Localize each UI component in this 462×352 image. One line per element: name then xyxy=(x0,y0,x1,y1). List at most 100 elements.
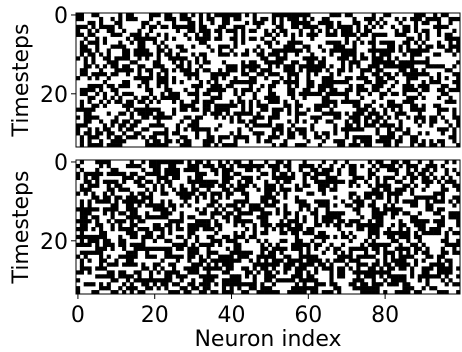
spike-cell xyxy=(168,203,173,208)
spike-cell xyxy=(271,36,276,41)
spike-cell xyxy=(394,199,399,204)
spike-cell xyxy=(367,175,372,180)
spike-cell xyxy=(156,119,161,124)
spike-cell xyxy=(141,234,146,240)
spike-cell xyxy=(340,211,346,216)
spike-cell xyxy=(302,119,307,124)
spike-cell xyxy=(314,282,319,287)
spike-cell xyxy=(452,215,457,220)
spike-cell xyxy=(287,179,292,184)
spike-cell xyxy=(390,191,396,196)
spike-cell xyxy=(141,127,146,132)
spike-cell xyxy=(125,203,131,208)
spike-cell xyxy=(268,211,273,216)
spike-cell xyxy=(364,195,369,200)
spike-cell xyxy=(291,40,296,45)
spike-cell xyxy=(91,60,96,65)
spike-cell xyxy=(371,207,376,212)
spike-cell xyxy=(383,72,388,77)
spike-cell xyxy=(340,242,346,247)
spike-cell xyxy=(221,24,227,30)
spike-cell xyxy=(195,56,200,61)
spike-cell xyxy=(356,254,361,259)
spike-cell xyxy=(456,238,461,244)
spike-cell xyxy=(210,266,215,271)
spike-cell xyxy=(244,211,250,216)
spike-cell xyxy=(294,258,300,263)
spike-cell xyxy=(141,246,146,251)
spike-cell xyxy=(99,131,104,136)
spike-cell xyxy=(271,143,276,148)
spike-cell xyxy=(306,20,311,26)
spike-cell xyxy=(398,187,403,192)
spike-cell xyxy=(364,254,369,259)
spike-cell xyxy=(433,163,438,169)
spike-cell xyxy=(260,163,265,169)
spike-cell xyxy=(99,24,104,30)
spike-cell xyxy=(152,167,157,173)
spike-cell xyxy=(375,230,380,236)
spike-cell xyxy=(260,20,265,26)
spike-cell xyxy=(452,282,457,287)
spike-cell xyxy=(314,103,319,108)
spike-cell xyxy=(375,246,380,251)
spike-cell xyxy=(95,250,100,255)
spike-cell xyxy=(160,183,165,188)
spike-cell xyxy=(214,95,219,100)
spike-cell xyxy=(344,123,349,128)
spike-cell xyxy=(302,175,307,180)
spike-cell xyxy=(398,163,403,169)
spike-cell xyxy=(310,91,315,97)
spike-cell xyxy=(417,274,422,279)
spike-cell xyxy=(371,238,376,244)
spike-cell xyxy=(114,167,119,173)
spike-cell xyxy=(160,91,165,97)
spike-cell xyxy=(298,203,303,208)
spike-cell xyxy=(187,64,192,69)
spike-cell xyxy=(310,60,315,65)
spike-cell xyxy=(294,72,300,77)
spike-cell xyxy=(195,127,200,132)
spike-cell xyxy=(110,95,115,100)
spike-cell xyxy=(83,36,88,41)
spike-cell xyxy=(141,175,146,180)
spike-cell xyxy=(106,171,111,177)
spike-cell xyxy=(76,254,81,259)
spike-cell xyxy=(279,56,284,61)
spike-cell xyxy=(283,56,288,61)
spike-cell xyxy=(214,171,219,177)
spike-cell xyxy=(210,234,215,240)
spike-cell xyxy=(168,56,173,61)
spike-cell xyxy=(164,68,169,73)
spike-cell xyxy=(448,199,453,204)
spike-cell xyxy=(410,286,415,291)
spike-cell xyxy=(402,230,407,236)
spike-cell xyxy=(456,143,461,148)
spike-cell xyxy=(129,219,134,224)
spike-cell xyxy=(102,274,108,279)
spike-cell xyxy=(371,123,376,128)
spike-cell xyxy=(248,119,253,124)
spike-cell xyxy=(425,207,430,212)
spike-cell xyxy=(329,163,334,169)
spike-cell xyxy=(187,203,192,208)
spike-cell xyxy=(264,223,269,228)
spike-cell xyxy=(141,219,146,224)
spike-cell xyxy=(79,16,84,22)
spike-cell xyxy=(371,230,376,236)
spike-raster-top: 020 Timesteps xyxy=(9,4,461,148)
spike-cell xyxy=(410,219,415,224)
spike-cell xyxy=(114,171,119,177)
spike-cell xyxy=(248,87,253,93)
spike-cell xyxy=(195,119,200,124)
spike-cell xyxy=(102,103,108,108)
spike-cell xyxy=(79,87,84,93)
spike-cell xyxy=(444,68,449,73)
spike-cell xyxy=(187,103,192,108)
spike-cell xyxy=(268,274,273,279)
spike-cell xyxy=(360,203,365,208)
spike-cell xyxy=(283,80,288,85)
spike-cell xyxy=(444,13,449,18)
x-axis-label: Neuron index xyxy=(194,327,341,352)
spike-cell xyxy=(137,215,142,220)
